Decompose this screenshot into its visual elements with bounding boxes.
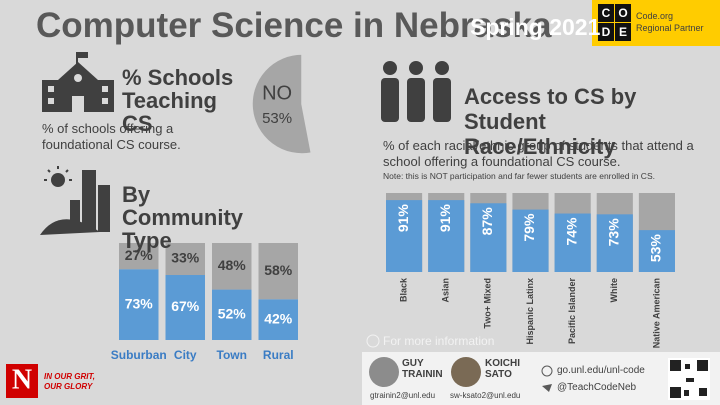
chart-note: Note: this is NOT participation and far …	[383, 171, 655, 181]
value-label: 74%	[563, 217, 579, 246]
logo-cell	[615, 23, 631, 41]
partner-line: Regional Partner	[636, 23, 704, 33]
value-label: 27%	[125, 247, 154, 263]
photo	[369, 357, 399, 387]
value-label: 52%	[218, 305, 247, 321]
bar-segment	[165, 243, 205, 276]
value-label: 73%	[125, 295, 154, 311]
page-subtitle: Spring 2021	[470, 14, 601, 40]
slice-value: 53%	[262, 110, 292, 127]
x-tick-label: Two+ Mixed	[483, 278, 493, 329]
bar-segment	[165, 275, 205, 340]
x-tick-label: City	[174, 348, 197, 362]
value-label: 87%	[479, 207, 495, 236]
bar-segment	[258, 299, 298, 340]
bar-segment	[212, 289, 252, 340]
social-handle[interactable]: @TeachCodeNeb	[557, 382, 637, 393]
bar	[428, 200, 465, 272]
bar-segment	[119, 243, 159, 270]
bar	[470, 203, 507, 272]
logo-cell	[598, 4, 614, 22]
chart-title: Access to CS by Student Race/Ethnicity	[464, 84, 637, 159]
value-label: 91%	[395, 204, 411, 233]
sun-rays	[44, 166, 72, 181]
chart-subtitle: % of schools offering a foundational CS …	[42, 121, 181, 152]
x-tick-label: Rural	[263, 348, 294, 362]
page-title: Computer Science in Nebraska	[36, 6, 552, 45]
value-label: 73%	[605, 218, 621, 247]
bar	[386, 200, 423, 272]
bar	[512, 209, 549, 272]
x-tick-label: Hispanic Latinx	[525, 278, 535, 345]
bar-segment	[258, 243, 298, 300]
info-icon	[366, 334, 380, 348]
contact-name: KOICHI SATO	[485, 358, 520, 380]
community-icon	[40, 170, 110, 235]
x-tick-label: Asian	[441, 278, 451, 303]
school-windows	[48, 74, 108, 112]
logo-letter: D	[602, 25, 611, 39]
logo-letter: N	[12, 364, 32, 395]
logo-letter: O	[618, 6, 627, 20]
twitter-icon	[542, 384, 552, 392]
value-label: 42%	[264, 310, 293, 326]
footer-panel	[362, 352, 720, 405]
contact-name: GUY TRAININ	[402, 358, 443, 380]
people-icon	[381, 61, 451, 122]
slogan: OUR GLORY	[44, 382, 93, 391]
link[interactable]: go.unl.edu/unl-code	[557, 365, 645, 376]
chart-title: By Community Type	[122, 182, 243, 253]
x-tick-label: Town	[217, 348, 247, 362]
value-label: 79%	[521, 213, 537, 242]
photo	[451, 357, 481, 387]
x-tick-label: Black	[398, 277, 408, 302]
x-tick-label: White	[609, 278, 619, 303]
chart-title: % Schools Teaching CS	[122, 65, 234, 136]
value-label: 53%	[648, 234, 664, 263]
chart-subtitle: % of each racial/ethnic group of student…	[383, 138, 694, 169]
logo-cell	[615, 4, 631, 22]
value-label: 67%	[171, 298, 200, 314]
web-icon	[541, 365, 553, 377]
slogan: IN OUR GRIT,	[44, 372, 95, 381]
contact-email: sw-ksato2@unl.edu	[450, 391, 521, 400]
pie-slice	[251, 53, 313, 155]
x-tick-label: Pacific Islander	[567, 278, 577, 345]
x-tick-label: Native American	[651, 278, 661, 348]
bar-segment	[212, 243, 252, 290]
qr-code	[668, 358, 710, 400]
value-label: 91%	[437, 204, 453, 233]
contact-email: gtrainin2@unl.edu	[370, 391, 436, 400]
bar-segment	[119, 269, 159, 340]
value-label: 48%	[218, 257, 247, 273]
logo-cell	[598, 23, 614, 41]
value-label: 33%	[171, 250, 200, 266]
bar	[638, 230, 675, 272]
university-logo	[6, 364, 38, 398]
bar	[596, 214, 633, 272]
info-label: For more information	[383, 334, 495, 348]
value-label: 58%	[264, 262, 293, 278]
slice-label: NO	[262, 82, 292, 104]
logo-letter: E	[619, 25, 627, 39]
partner-line: Code.org	[636, 11, 674, 21]
x-tick-label: Suburban	[111, 348, 167, 362]
bar	[554, 213, 591, 272]
logo-letter: C	[602, 6, 611, 20]
